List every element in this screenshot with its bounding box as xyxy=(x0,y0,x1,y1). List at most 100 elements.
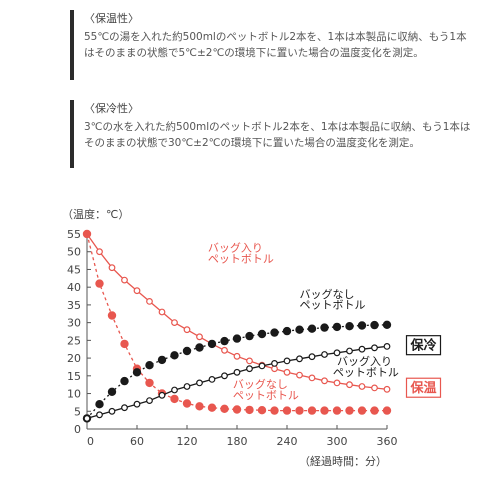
series-annotation: バッグなし xyxy=(300,287,355,301)
group-badge-box xyxy=(405,377,442,398)
x-tick-label: 300 xyxy=(327,435,348,448)
data-point xyxy=(332,406,342,415)
chart-annotations: バッグ入りペットボトルバッグなしペットボトルバッグ入りペットボトルバッグなしペッ… xyxy=(208,241,442,402)
data-point xyxy=(270,328,279,337)
series-annotation: バッグなし xyxy=(233,377,288,391)
data-point xyxy=(383,342,391,350)
data-point xyxy=(182,399,192,408)
x-axis-title: （経過時間：分） xyxy=(299,455,387,468)
data-point xyxy=(220,404,229,413)
group-badge-box xyxy=(405,335,442,356)
data-point xyxy=(170,351,179,360)
data-point xyxy=(145,378,154,388)
series-annotation: バッグ入り xyxy=(208,241,263,255)
data-point xyxy=(232,334,242,343)
data-point xyxy=(171,386,178,394)
heat-retention-section: 〈保温性〉 55℃の湯を入れた約500mlのペットボトル2本を、1本は本製品に収… xyxy=(70,10,470,80)
data-point xyxy=(108,407,116,415)
y-tick-label: 20 xyxy=(67,352,81,365)
data-point xyxy=(283,357,291,365)
data-point xyxy=(233,368,241,376)
data-point xyxy=(171,319,178,326)
data-point xyxy=(370,320,379,330)
section-title: 〈保温性〉 xyxy=(84,12,139,25)
data-point xyxy=(195,402,204,411)
data-point xyxy=(208,375,216,383)
data-point xyxy=(196,379,203,387)
data-point xyxy=(232,405,242,414)
data-point xyxy=(246,365,253,373)
data-point xyxy=(220,336,229,346)
cold-retention-section: 〈保冷性〉 3℃の水を入れた約500mlのペットボトル2本を、1本は本製品に収納… xyxy=(70,100,470,168)
y-tick-label: 25 xyxy=(67,334,81,347)
data-point xyxy=(245,405,254,415)
x-tick-label: 360 xyxy=(377,435,398,448)
data-point xyxy=(207,403,217,412)
data-point xyxy=(158,391,166,399)
data-point xyxy=(282,406,292,415)
data-point xyxy=(221,372,228,380)
data-point xyxy=(382,406,392,415)
data-point xyxy=(95,399,104,409)
data-point xyxy=(96,248,103,256)
data-point xyxy=(308,374,316,382)
data-point xyxy=(121,276,128,284)
y-tick-label: 55 xyxy=(67,228,81,241)
data-point xyxy=(383,385,391,393)
data-point xyxy=(345,321,354,331)
series-annotation: ペットボトル xyxy=(233,389,299,402)
data-point xyxy=(333,349,341,357)
data-point xyxy=(382,320,392,330)
y-tick-label: 40 xyxy=(67,281,81,294)
data-point xyxy=(221,346,228,354)
y-tick-label: 50 xyxy=(67,246,81,259)
group-badge-label: 保冷 xyxy=(409,338,436,354)
y-tick-label: 30 xyxy=(67,317,81,330)
series-annotation: ペットボトル xyxy=(208,252,274,265)
data-point xyxy=(332,322,342,332)
data-point xyxy=(145,360,154,370)
data-point xyxy=(195,343,204,352)
data-point xyxy=(320,406,329,415)
data-point xyxy=(358,345,366,353)
section-description: 55℃の湯を入れた約500mlのペットボトル2本を、1本は本製品に収納、もう1本… xyxy=(84,31,467,59)
data-point xyxy=(257,405,267,415)
data-point xyxy=(371,344,378,352)
data-point xyxy=(308,353,316,361)
data-point xyxy=(295,325,304,334)
data-point xyxy=(121,404,128,412)
data-point xyxy=(345,406,354,415)
data-point xyxy=(346,347,353,355)
y-tick-label: 0 xyxy=(74,423,81,436)
data-point xyxy=(271,359,278,367)
data-point xyxy=(120,339,129,349)
y-tick-label: 10 xyxy=(67,388,81,401)
data-point xyxy=(107,387,117,396)
x-tick-label: 60 xyxy=(130,435,144,448)
data-point xyxy=(182,346,192,356)
chart-series xyxy=(82,229,392,423)
data-point xyxy=(307,324,317,333)
data-point xyxy=(357,321,367,330)
data-point xyxy=(295,406,304,415)
data-point xyxy=(120,376,129,386)
data-point xyxy=(371,384,378,392)
data-point xyxy=(282,326,292,336)
data-point xyxy=(296,371,303,379)
data-point xyxy=(157,355,167,365)
series-annotation: バッグ入り xyxy=(337,354,392,368)
data-point xyxy=(321,377,328,385)
data-point xyxy=(133,287,141,295)
data-point xyxy=(107,311,117,320)
y-axis-title: （温度：℃） xyxy=(62,207,129,221)
data-point xyxy=(333,379,341,387)
x-tick-label: 0 xyxy=(87,435,94,448)
data-point xyxy=(321,351,328,358)
group-badge-label: 保温 xyxy=(409,380,436,396)
section-marker-bar xyxy=(70,100,74,168)
section-marker-bar xyxy=(70,10,74,80)
data-point xyxy=(83,414,91,422)
data-point xyxy=(108,264,116,272)
data-point xyxy=(158,308,166,316)
data-point xyxy=(296,355,303,363)
